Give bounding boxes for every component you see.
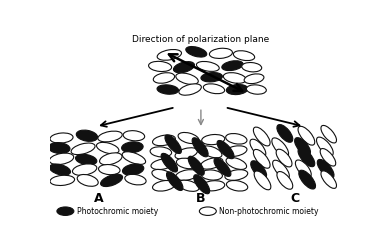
Ellipse shape [246, 85, 266, 94]
Ellipse shape [196, 61, 219, 71]
Ellipse shape [98, 165, 120, 175]
Ellipse shape [153, 73, 174, 83]
Text: Non-photochromic moiety: Non-photochromic moiety [220, 207, 319, 216]
Text: Direction of polarization plane: Direction of polarization plane [132, 35, 270, 44]
Ellipse shape [201, 73, 222, 82]
Ellipse shape [317, 160, 334, 178]
Ellipse shape [222, 61, 243, 71]
Ellipse shape [316, 137, 333, 156]
Ellipse shape [165, 135, 181, 153]
Ellipse shape [175, 148, 198, 159]
Ellipse shape [157, 85, 178, 94]
Ellipse shape [227, 180, 248, 191]
Ellipse shape [321, 125, 336, 143]
Ellipse shape [272, 138, 289, 157]
Ellipse shape [49, 164, 71, 175]
Ellipse shape [225, 170, 248, 180]
Ellipse shape [50, 175, 74, 185]
Ellipse shape [223, 73, 246, 83]
Ellipse shape [202, 135, 225, 145]
Ellipse shape [200, 207, 216, 215]
Ellipse shape [152, 169, 173, 181]
Ellipse shape [233, 51, 255, 60]
Ellipse shape [226, 158, 247, 169]
Ellipse shape [49, 143, 70, 153]
Ellipse shape [49, 153, 74, 165]
Ellipse shape [298, 126, 315, 145]
Ellipse shape [125, 174, 146, 185]
Ellipse shape [122, 152, 145, 164]
Ellipse shape [50, 133, 73, 143]
Ellipse shape [178, 180, 199, 191]
Ellipse shape [150, 147, 172, 157]
Ellipse shape [194, 175, 210, 194]
Ellipse shape [277, 124, 293, 142]
Ellipse shape [167, 172, 183, 191]
Ellipse shape [202, 181, 225, 191]
Ellipse shape [152, 180, 175, 191]
Ellipse shape [192, 138, 208, 157]
Ellipse shape [77, 174, 98, 186]
Ellipse shape [295, 138, 310, 155]
Ellipse shape [179, 84, 201, 95]
Ellipse shape [298, 148, 315, 167]
Ellipse shape [174, 62, 194, 73]
Ellipse shape [122, 142, 143, 153]
Ellipse shape [226, 84, 248, 94]
Ellipse shape [276, 149, 292, 167]
Ellipse shape [57, 207, 74, 215]
Ellipse shape [251, 161, 267, 178]
Ellipse shape [250, 139, 266, 157]
Text: A: A [94, 192, 103, 205]
Ellipse shape [254, 171, 271, 190]
Ellipse shape [122, 164, 144, 175]
Ellipse shape [203, 84, 225, 94]
Ellipse shape [296, 160, 311, 178]
Ellipse shape [178, 133, 199, 144]
Ellipse shape [226, 134, 247, 144]
Ellipse shape [76, 154, 97, 165]
Text: Photochromic moiety: Photochromic moiety [77, 207, 158, 216]
Ellipse shape [272, 160, 289, 179]
Ellipse shape [188, 156, 204, 175]
Text: B: B [196, 192, 206, 205]
Ellipse shape [157, 49, 181, 60]
Ellipse shape [214, 158, 231, 176]
Ellipse shape [176, 158, 198, 169]
Ellipse shape [96, 142, 119, 154]
Ellipse shape [201, 170, 222, 180]
Ellipse shape [321, 171, 336, 188]
Ellipse shape [244, 74, 264, 84]
Ellipse shape [320, 148, 336, 166]
Ellipse shape [253, 127, 270, 146]
Text: C: C [290, 192, 299, 205]
Ellipse shape [71, 143, 95, 155]
Ellipse shape [277, 172, 293, 189]
Ellipse shape [242, 62, 262, 72]
Ellipse shape [253, 149, 270, 168]
Ellipse shape [76, 130, 98, 141]
Ellipse shape [101, 174, 123, 186]
Ellipse shape [100, 153, 122, 165]
Ellipse shape [299, 170, 316, 189]
Ellipse shape [224, 146, 247, 156]
Ellipse shape [176, 73, 198, 84]
Ellipse shape [186, 47, 207, 57]
Ellipse shape [152, 135, 175, 146]
Ellipse shape [201, 146, 222, 158]
Ellipse shape [200, 158, 223, 169]
Ellipse shape [161, 153, 178, 172]
Ellipse shape [123, 131, 145, 141]
Ellipse shape [98, 131, 122, 142]
Ellipse shape [73, 164, 97, 175]
Ellipse shape [209, 48, 232, 58]
Ellipse shape [151, 159, 174, 170]
Ellipse shape [176, 170, 198, 180]
Ellipse shape [149, 61, 172, 72]
Ellipse shape [217, 140, 234, 159]
